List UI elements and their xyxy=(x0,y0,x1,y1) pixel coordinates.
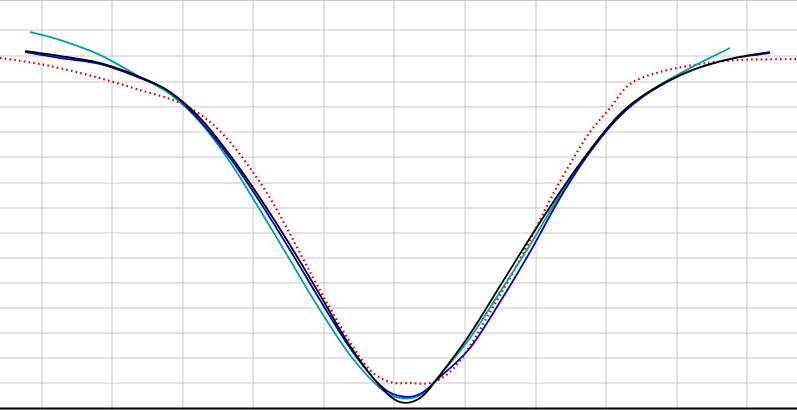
series-layer xyxy=(0,31,797,404)
series-line-fit-blue xyxy=(24,51,771,398)
series-line-fit-cyan xyxy=(29,31,731,400)
series-line-fit-black xyxy=(24,50,771,404)
